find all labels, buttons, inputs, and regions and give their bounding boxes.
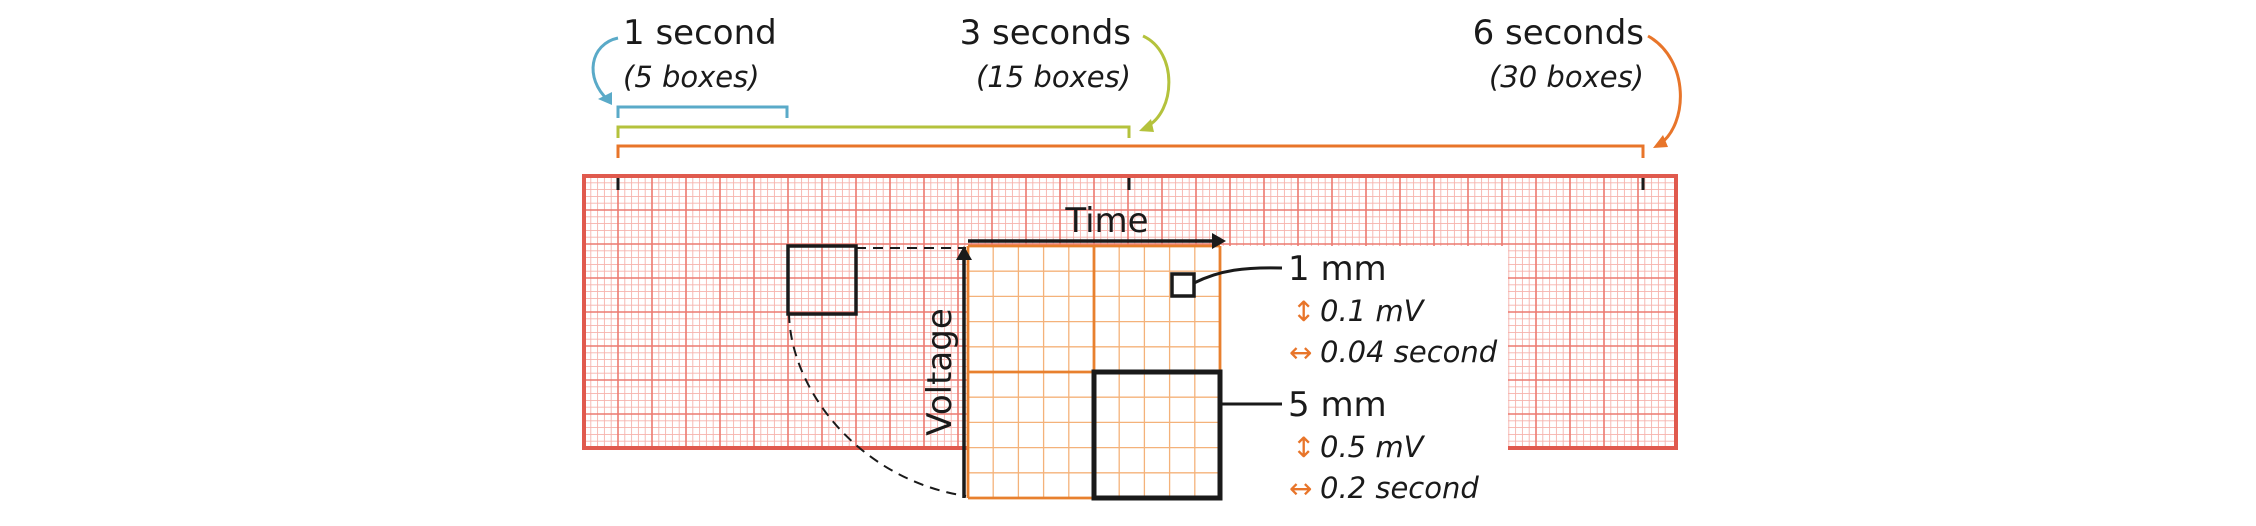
interval-brackets (616, 105, 1645, 158)
strip-tick-marks (616, 178, 1645, 190)
axes: Time Voltage (920, 201, 1226, 498)
three-seconds-bracket (616, 125, 1131, 138)
small-square-annotation: 1 mm ↕ 0.1 mV ↔ 0.04 second (1288, 249, 1498, 369)
large-square-voltage: 0.5 mV (1320, 430, 1426, 464)
small-square-highlight (1170, 272, 1196, 298)
large-square-annotation: 5 mm ↕ 0.5 mV ↔ 0.2 second (1288, 385, 1479, 505)
horizontal-arrow-icon: ↔ (1289, 472, 1312, 505)
horizontal-arrow-icon: ↔ (1289, 336, 1312, 369)
time-arrowhead-icon (1212, 233, 1226, 249)
six-seconds-bracket (616, 144, 1645, 158)
zoom-panel (966, 244, 1508, 501)
one-second-arrow (591, 36, 619, 102)
large-square-size: 5 mm (1288, 385, 1387, 425)
one-second-bracket (616, 105, 789, 118)
voltage-arrowhead-icon (956, 246, 972, 260)
highlighted-large-box (786, 244, 858, 316)
interval-labels: 1 second (5 boxes) 3 seconds (15 boxes) … (623, 13, 1644, 94)
three-seconds-boxes: (15 boxes) (976, 60, 1131, 94)
large-square-time: 0.2 second (1320, 471, 1479, 505)
vertical-arrow-icon: ↕ (1292, 431, 1315, 464)
small-square-time: 0.04 second (1320, 335, 1498, 369)
time-axis-label: Time (1064, 201, 1148, 241)
six-seconds-arrow (1647, 34, 1682, 146)
vertical-arrow-icon: ↕ (1292, 295, 1315, 328)
large-square-highlight (1091, 369, 1223, 501)
six-seconds-arrowhead (1653, 135, 1668, 148)
zoom-guide-bottom (788, 312, 967, 497)
one-second-boxes: (5 boxes) (623, 60, 760, 94)
six-seconds-boxes: (30 boxes) (1489, 60, 1644, 94)
small-square-leader (1193, 266, 1283, 285)
three-seconds-arrow (1142, 34, 1171, 129)
six-seconds-title: 6 seconds (1473, 13, 1644, 53)
small-square-size: 1 mm (1288, 249, 1387, 289)
voltage-axis-label: Voltage (920, 308, 960, 436)
one-second-title: 1 second (623, 13, 777, 53)
three-seconds-arrowhead (1139, 119, 1154, 132)
small-square-voltage: 0.1 mV (1320, 294, 1426, 328)
one-second-arrowhead (598, 92, 612, 105)
three-seconds-title: 3 seconds (960, 13, 1131, 53)
interval-arrows (591, 34, 1682, 148)
